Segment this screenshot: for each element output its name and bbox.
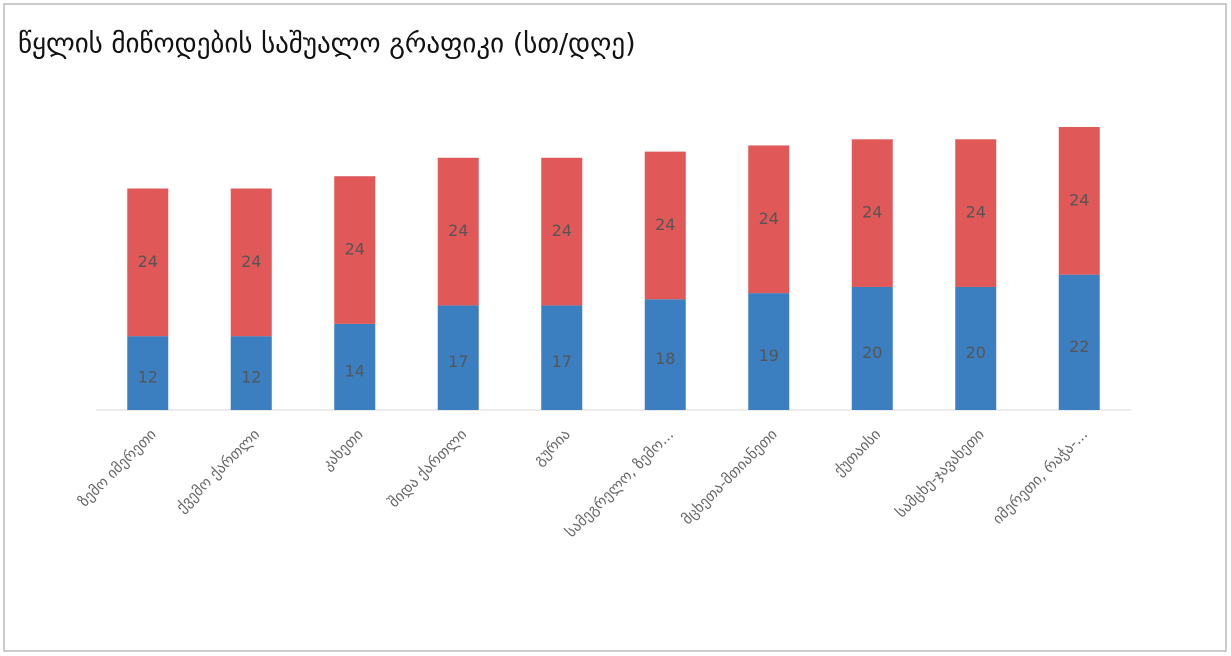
bar-segment — [334, 323, 376, 410]
value-label: 17 — [448, 352, 468, 371]
value-label: 20 — [862, 343, 882, 362]
value-label: 24 — [241, 252, 261, 271]
bar-segment — [748, 293, 790, 410]
value-label: 22 — [1069, 337, 1089, 356]
value-label: 24 — [448, 221, 468, 240]
bar-segment — [437, 157, 479, 306]
value-label: 24 — [655, 215, 675, 234]
bar-segment — [851, 139, 893, 287]
value-label: 24 — [345, 240, 365, 259]
bar-segment — [127, 188, 169, 337]
value-label: 19 — [759, 346, 779, 365]
bar-segment — [748, 145, 790, 294]
bar-segment — [541, 305, 583, 410]
value-label: 24 — [966, 203, 986, 222]
value-label: 18 — [655, 349, 675, 368]
value-label: 24 — [759, 209, 779, 228]
bar-segment — [851, 286, 893, 410]
value-label: 12 — [241, 368, 261, 387]
bar-segment — [1058, 127, 1100, 275]
bar-segment — [437, 305, 479, 410]
bar-segment — [127, 336, 169, 410]
chart-frame — [3, 3, 1227, 652]
bar-segment — [334, 176, 376, 324]
bar-segment — [230, 336, 272, 410]
bar-segment — [644, 299, 686, 410]
bar-segment — [1058, 274, 1100, 410]
value-label: 24 — [862, 203, 882, 222]
chart-title: წყლის მიწოდების საშუალო გრაფიკი (სთ/დღე) — [18, 29, 636, 60]
value-label: 12 — [138, 368, 158, 387]
bar-segment — [230, 188, 272, 337]
value-label: 17 — [552, 352, 572, 371]
value-label: 24 — [552, 221, 572, 240]
bar-segment — [644, 151, 686, 300]
bar-segment — [955, 286, 997, 410]
value-label: 24 — [138, 252, 158, 271]
bar-segment — [541, 157, 583, 306]
value-label: 24 — [1069, 190, 1089, 209]
value-label: 14 — [345, 361, 365, 380]
bar-segment — [955, 139, 997, 287]
value-label: 20 — [966, 343, 986, 362]
